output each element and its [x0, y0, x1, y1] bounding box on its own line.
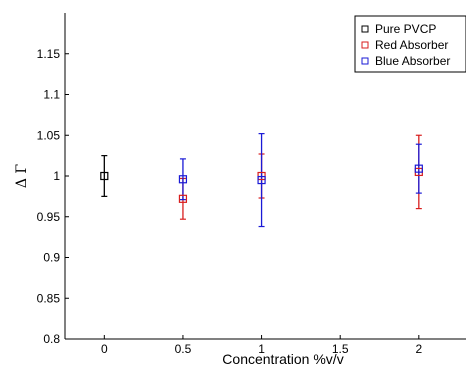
legend-marker-pure-pvcp	[361, 25, 369, 33]
y-ticks: 0.8 0.85 0.9 0.95 1 1.05 1.1 1.15	[37, 47, 69, 346]
y-tick-label: 0.9	[43, 251, 60, 265]
data-point-pure-pvcp	[100, 171, 109, 181]
y-tick-label: 0.85	[37, 291, 61, 305]
y-tick-label: 1	[53, 169, 60, 183]
data-markers	[100, 164, 423, 203]
x-tick-label: 1	[258, 342, 265, 356]
data-point-blue-absorber	[178, 175, 188, 184]
legend-marker-blue-absorber	[361, 57, 369, 65]
x-tick-label: 0.5	[175, 342, 192, 356]
x-ticks: 0 0.5 1 1.5 2	[101, 335, 422, 356]
y-tick-label: 1.05	[37, 128, 61, 142]
legend-label-pure-pvcp: Pure PVCP	[375, 22, 436, 36]
data-point-blue-absorber	[257, 175, 266, 185]
legend-label-blue-absorber: Blue Absorber	[375, 54, 450, 68]
y-tick-label: 1.15	[37, 47, 61, 61]
y-axis-title: Δ Γ	[14, 164, 30, 189]
x-tick-label: 0	[101, 342, 108, 356]
x-axis-title: Concentration %v/v	[222, 351, 343, 367]
y-tick-label: 1.1	[43, 88, 60, 102]
legend-label-red-absorber: Red Absorber	[375, 38, 448, 52]
data-point-blue-absorber	[414, 164, 423, 173]
x-tick-label: 1.5	[332, 342, 349, 356]
y-tick-label: 0.95	[37, 210, 61, 224]
legend-box	[354, 15, 466, 73]
x-tick-label: 2	[415, 342, 422, 356]
data-point-red-absorber	[178, 194, 188, 203]
y-tick-label: 0.8	[43, 332, 60, 346]
legend-marker-red-absorber	[361, 41, 369, 49]
legend: Pure PVCP Red Absorber Blue Absorber	[354, 15, 466, 73]
